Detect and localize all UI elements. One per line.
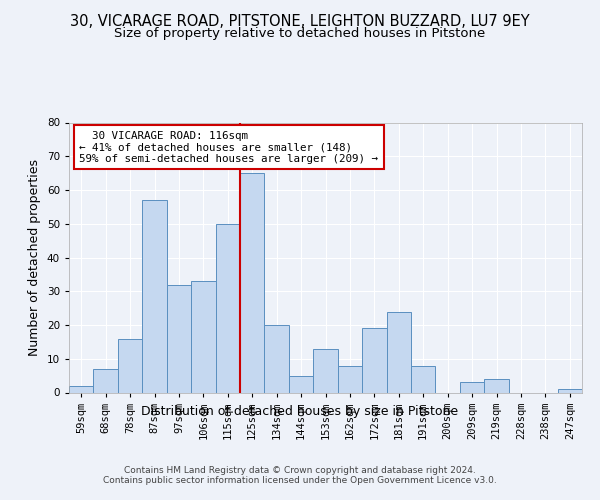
Bar [167, 284, 191, 393]
Text: 30, VICARAGE ROAD, PITSTONE, LEIGHTON BUZZARD, LU7 9EY: 30, VICARAGE ROAD, PITSTONE, LEIGHTON BU… [70, 14, 530, 29]
Bar [484, 379, 509, 392]
Text: Contains HM Land Registry data © Crown copyright and database right 2024.
Contai: Contains HM Land Registry data © Crown c… [103, 466, 497, 485]
Text: 30 VICARAGE ROAD: 116sqm  
← 41% of detached houses are smaller (148)
59% of sem: 30 VICARAGE ROAD: 116sqm ← 41% of detach… [79, 130, 378, 164]
Bar [313, 348, 338, 393]
Text: Size of property relative to detached houses in Pitstone: Size of property relative to detached ho… [115, 28, 485, 40]
Bar [118, 338, 142, 392]
Bar [215, 224, 240, 392]
Bar [338, 366, 362, 392]
Bar [265, 325, 289, 392]
Bar [386, 312, 411, 392]
Bar [362, 328, 386, 392]
Bar [557, 389, 582, 392]
Bar [94, 369, 118, 392]
Bar [142, 200, 167, 392]
Bar [460, 382, 484, 392]
Bar [191, 281, 215, 392]
Bar [411, 366, 436, 392]
Bar [240, 173, 265, 392]
Text: Distribution of detached houses by size in Pitstone: Distribution of detached houses by size … [142, 405, 458, 418]
Y-axis label: Number of detached properties: Number of detached properties [28, 159, 41, 356]
Bar [69, 386, 94, 392]
Bar [289, 376, 313, 392]
